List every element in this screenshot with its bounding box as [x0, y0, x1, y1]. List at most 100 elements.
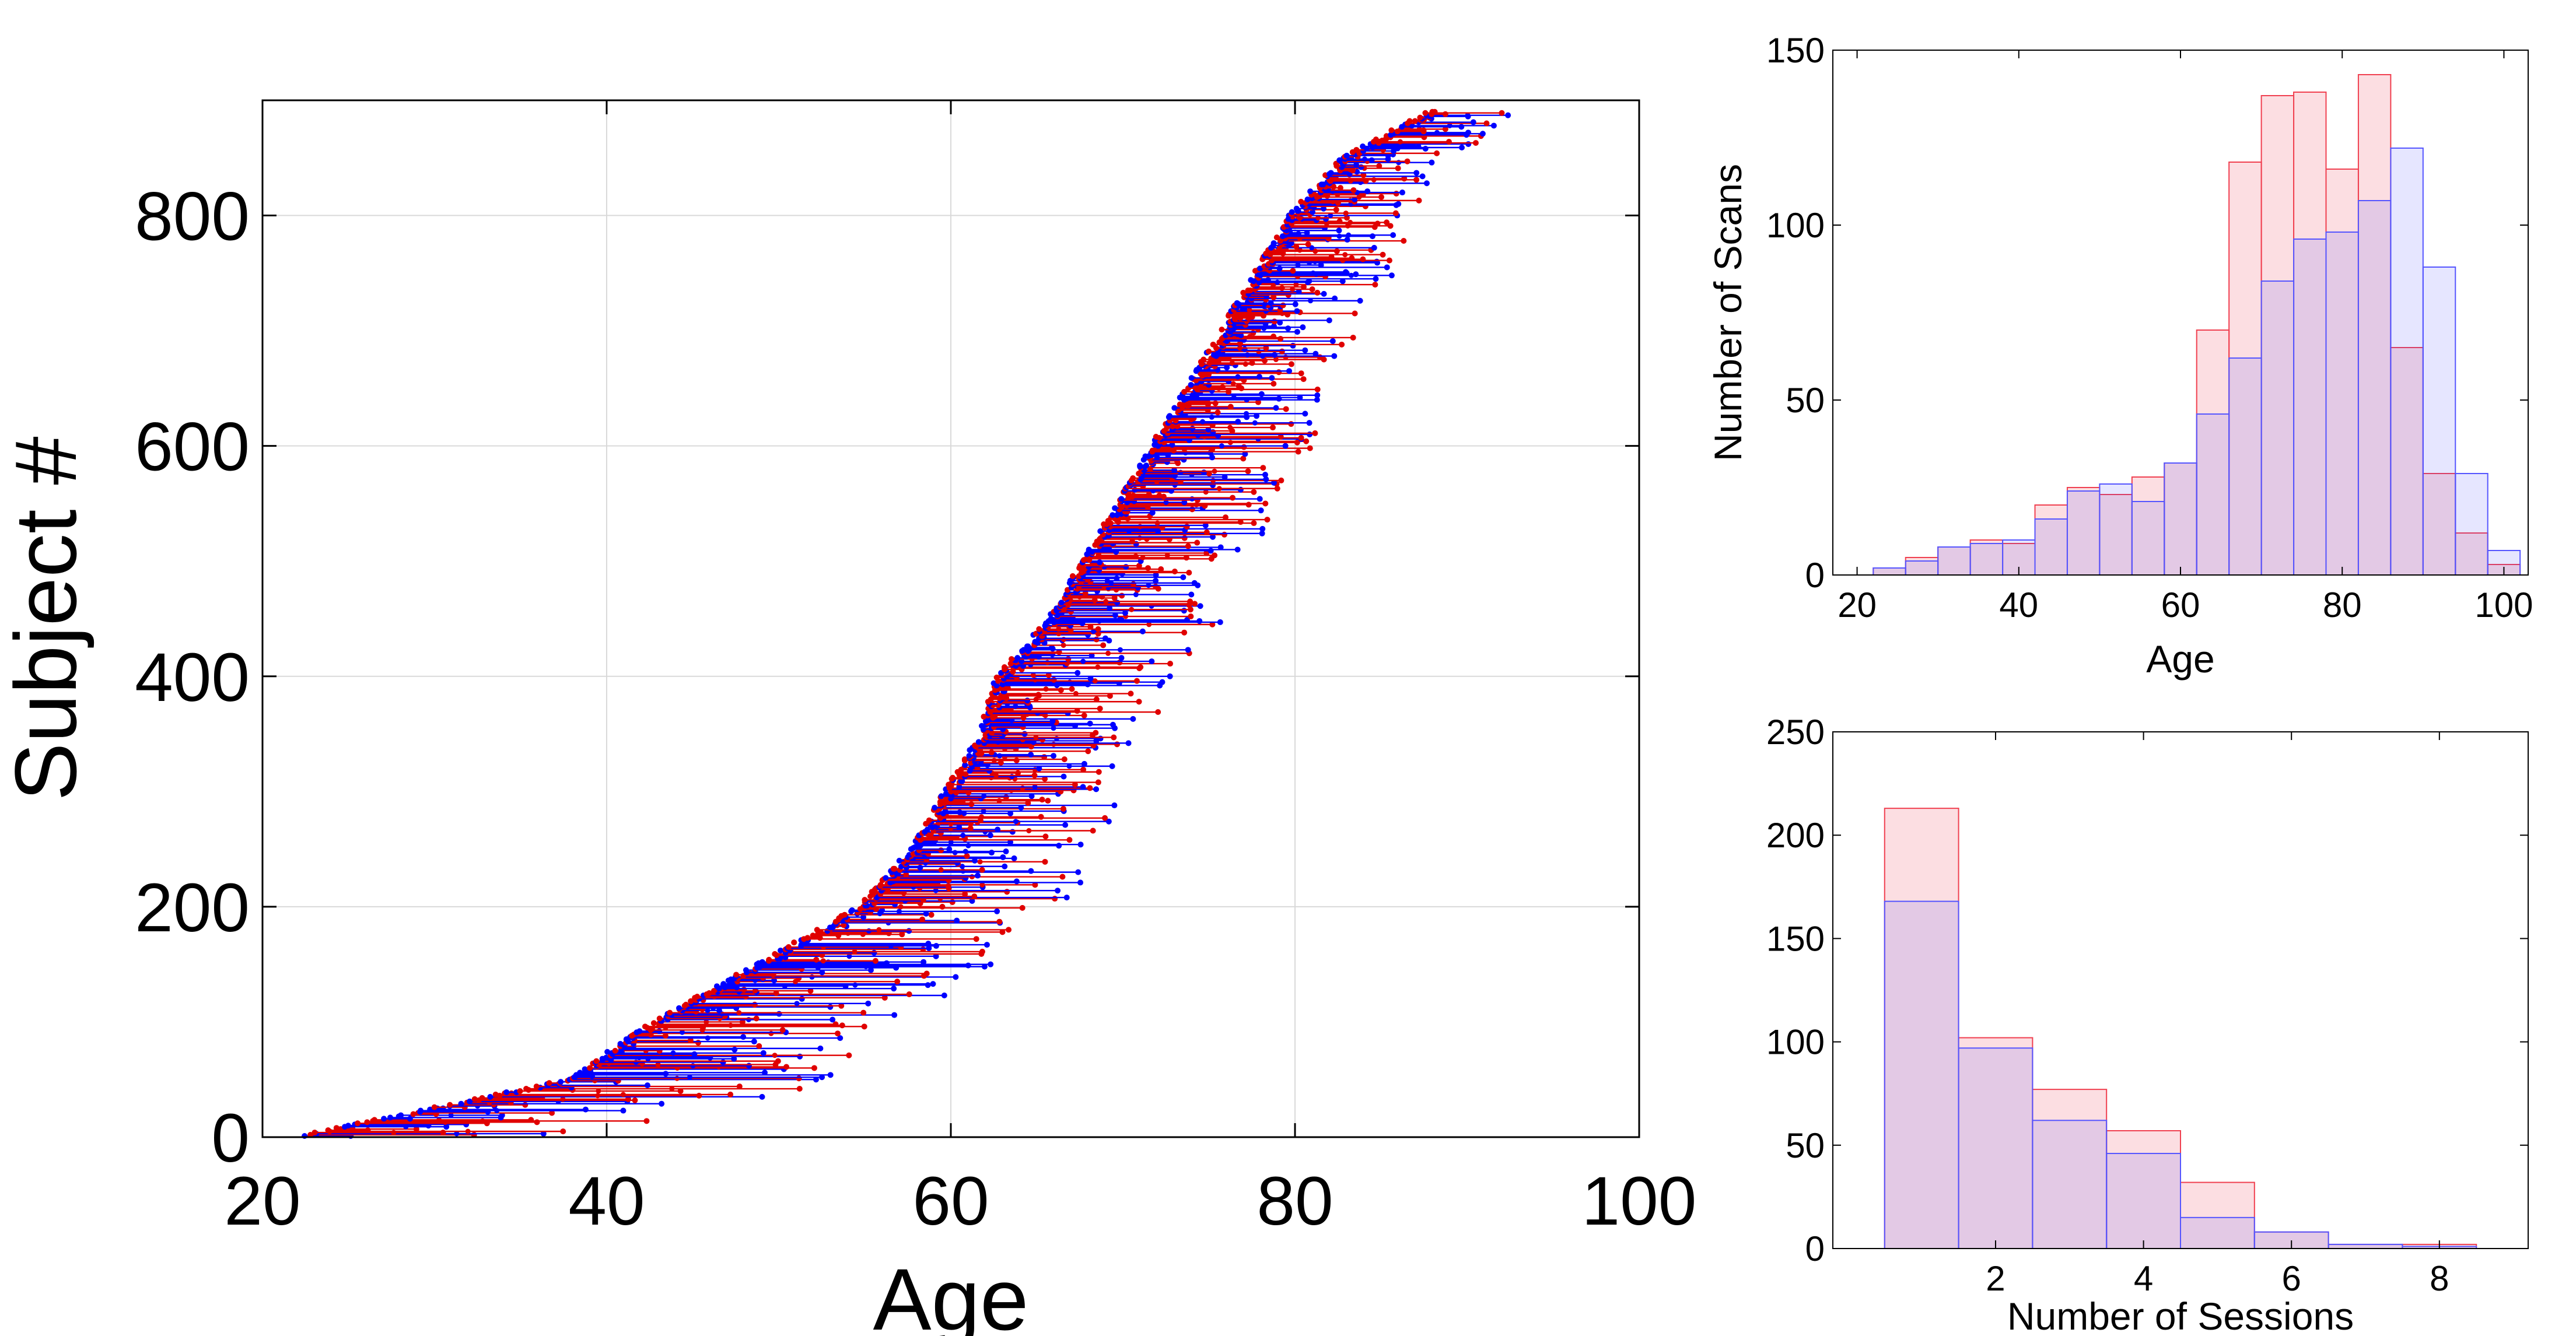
subject-scan-point — [861, 1023, 867, 1030]
subject-scan-point — [1013, 703, 1019, 709]
subject-scan-point — [1360, 256, 1366, 262]
subject-scan-point — [1465, 113, 1471, 118]
subject-scan-point — [1008, 656, 1014, 662]
subject-scan-point — [925, 982, 931, 988]
subject-scan-point — [1181, 388, 1188, 395]
subject-scan-point — [1052, 896, 1058, 902]
subject-scan-point — [1028, 793, 1035, 800]
subject-scan-point — [964, 853, 970, 859]
subject-scan-point — [1227, 404, 1234, 410]
subject-scan-point — [1205, 427, 1212, 433]
subject-scan-point — [1350, 187, 1357, 194]
subject-scan-point — [1164, 552, 1170, 558]
subject-scan-point — [979, 814, 985, 820]
subject-scan-point — [746, 1063, 752, 1069]
subject-scan-point — [1245, 468, 1251, 475]
subject-scan-point — [1133, 678, 1140, 684]
subject-scan-point — [1032, 639, 1038, 645]
subject-scan-point — [312, 1130, 318, 1136]
subject-scan-point — [1300, 324, 1306, 331]
subject-scan-point — [1216, 486, 1222, 492]
subject-scan-point — [1072, 781, 1078, 788]
subject-scan-point — [1401, 238, 1407, 244]
subject-scan-point — [1282, 443, 1289, 449]
subject-scan-point — [533, 1083, 540, 1090]
subject-scan-point — [1003, 848, 1009, 855]
subject-scan-point — [1188, 375, 1195, 381]
subject-scan-point — [933, 943, 939, 949]
subject-scan-point — [355, 1120, 361, 1127]
subject-scan-point — [1307, 188, 1314, 195]
subject-scan-point — [670, 1050, 676, 1056]
subject-scan-point — [1434, 129, 1440, 135]
subject-scan-point — [1332, 295, 1338, 301]
subject-scan-point — [1123, 564, 1129, 570]
subject-scan-point — [1185, 543, 1191, 549]
subject-scan-point — [1336, 218, 1343, 225]
subject-scan-point — [968, 801, 975, 808]
subject-scan-point — [371, 1117, 377, 1123]
subject-scan-point — [1133, 592, 1139, 598]
subject-scan-point — [1065, 656, 1072, 662]
subject-scan-point — [979, 867, 985, 873]
subject-scan-point — [1031, 772, 1038, 779]
subject-scan-point — [753, 1015, 760, 1022]
subject-scan-point — [1337, 185, 1343, 191]
subject-scan-point — [1118, 496, 1125, 502]
subject-scan-point — [1001, 664, 1007, 670]
subject-scan-point — [1086, 546, 1092, 553]
subject-scan-point — [1117, 616, 1124, 622]
subject-scan-point — [1146, 491, 1152, 497]
subject-scan-point — [751, 1039, 757, 1045]
subject-scan-point — [1374, 258, 1380, 265]
subject-scan-point — [1009, 829, 1016, 835]
subject-scan-point — [1328, 170, 1334, 176]
subject-scan-point — [1184, 616, 1190, 623]
subject-scan-point — [1273, 405, 1279, 411]
subject-scan-point — [655, 1062, 661, 1068]
subject-scan-point — [937, 799, 943, 805]
subject-scan-point — [1095, 779, 1101, 786]
subject-scan-point — [650, 1020, 657, 1026]
subject-scan-point — [1056, 843, 1062, 849]
histogram-x-tick-label: 60 — [2161, 585, 2200, 625]
subject-scan-point — [1237, 345, 1242, 351]
subject-scan-point — [365, 1127, 371, 1134]
subject-scan-point — [883, 960, 890, 966]
subject-scan-point — [659, 1100, 665, 1107]
subject-scan-point — [669, 1086, 675, 1092]
subject-scan-point — [963, 848, 968, 854]
subject-scan-point — [620, 1092, 626, 1097]
subject-scan-point — [981, 963, 988, 970]
subject-scan-point — [1109, 763, 1115, 769]
subject-scan-point — [1056, 626, 1062, 632]
subject-scan-point — [560, 1128, 566, 1135]
subject-scan-point — [1263, 345, 1269, 351]
subject-scan-point — [1002, 863, 1008, 869]
subject-scan-point — [1066, 837, 1073, 843]
subject-scan-point — [1295, 262, 1301, 268]
subject-scan-point — [938, 793, 944, 800]
subject-scan-point — [933, 888, 939, 893]
subject-scan-point — [1020, 714, 1027, 721]
subject-scan-point — [1298, 434, 1304, 441]
subject-scan-point — [1458, 124, 1465, 130]
histogram-bar-blue — [2131, 501, 2165, 576]
subject-scan-point — [1219, 443, 1224, 449]
subject-scan-point — [732, 1046, 738, 1053]
subject-scan-point — [1353, 146, 1360, 153]
subject-scan-point — [720, 981, 727, 987]
subject-scan-point — [1391, 148, 1397, 154]
subject-scan-point — [920, 946, 926, 952]
subject-scan-point — [819, 969, 825, 976]
subject-scan-point — [1349, 255, 1355, 261]
subject-scan-point — [943, 797, 950, 803]
subject-scan-point — [1251, 520, 1257, 527]
subject-scan-point — [1343, 211, 1349, 216]
subject-scan-point — [743, 967, 749, 973]
subject-scan-point — [759, 1093, 765, 1100]
subject-scan-point — [1293, 243, 1300, 250]
histogram-y-tick-label: 50 — [1786, 1126, 1825, 1165]
subject-scan-point — [946, 846, 953, 853]
subject-scan-point — [1417, 114, 1423, 121]
